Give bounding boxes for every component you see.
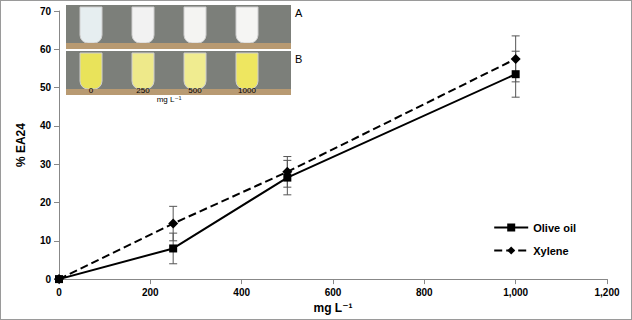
svg-text:B: B bbox=[295, 53, 302, 65]
svg-text:70: 70 bbox=[40, 6, 52, 17]
svg-text:mg L⁻¹: mg L⁻¹ bbox=[314, 301, 353, 315]
svg-text:30: 30 bbox=[40, 159, 52, 170]
svg-text:A: A bbox=[295, 7, 303, 19]
svg-text:% EA24: % EA24 bbox=[14, 123, 28, 167]
svg-text:600: 600 bbox=[325, 287, 342, 298]
svg-text:0: 0 bbox=[56, 287, 62, 298]
svg-text:0: 0 bbox=[45, 274, 51, 285]
svg-text:1,200: 1,200 bbox=[594, 287, 619, 298]
svg-text:50: 50 bbox=[40, 82, 52, 93]
svg-text:250: 250 bbox=[136, 86, 150, 95]
svg-text:10: 10 bbox=[40, 235, 52, 246]
svg-text:Xylene: Xylene bbox=[533, 245, 568, 257]
svg-text:1,000: 1,000 bbox=[503, 287, 528, 298]
svg-text:500: 500 bbox=[188, 86, 202, 95]
svg-text:20: 20 bbox=[40, 197, 52, 208]
svg-text:400: 400 bbox=[233, 287, 250, 298]
svg-text:200: 200 bbox=[142, 287, 159, 298]
svg-text:0: 0 bbox=[89, 86, 94, 95]
svg-text:mg L⁻¹: mg L⁻¹ bbox=[157, 95, 182, 104]
svg-text:Olive oil: Olive oil bbox=[533, 222, 576, 234]
svg-text:800: 800 bbox=[416, 287, 433, 298]
svg-text:40: 40 bbox=[40, 120, 52, 131]
svg-text:1000: 1000 bbox=[238, 86, 256, 95]
svg-text:60: 60 bbox=[40, 44, 52, 55]
